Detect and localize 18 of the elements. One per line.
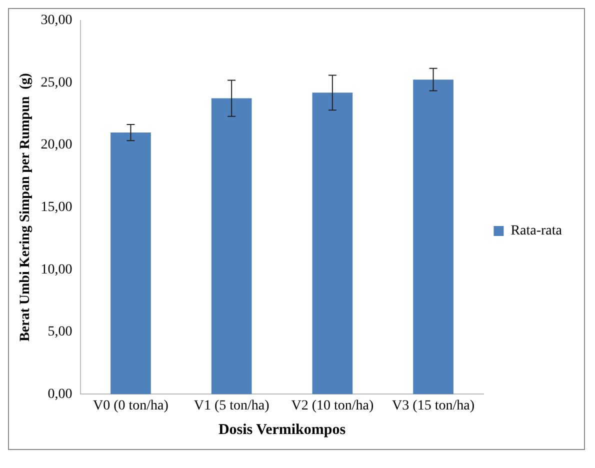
x-tick-label: V3 (15 ton/ha) [392,398,475,414]
x-axis-title: Dosis Vermikompos [218,422,346,438]
y-tick-label: 0,00 [48,386,72,402]
x-tick-label: V1 (5 ton/ha) [194,398,270,414]
y-tick-label: 20,00 [40,138,72,153]
y-tick-label: 5,00 [48,324,72,340]
y-tick-label: 15,00 [40,200,72,215]
bar [413,80,454,394]
legend-label: Rata-rata [510,224,563,239]
x-tick-label: V0 (0 ton/ha) [93,398,169,414]
y-tick-label: 10,00 [40,262,72,278]
y-tick-label: 25,00 [40,75,72,90]
bar [312,92,353,394]
x-tick-label: V2 (10 ton/ha) [291,398,374,414]
y-axis-title: Berat Umbi Kering Simpan per Rumpun (g) [18,72,34,342]
bar [211,98,252,394]
y-tick-label: 30,00 [40,13,72,28]
bar [110,132,151,394]
